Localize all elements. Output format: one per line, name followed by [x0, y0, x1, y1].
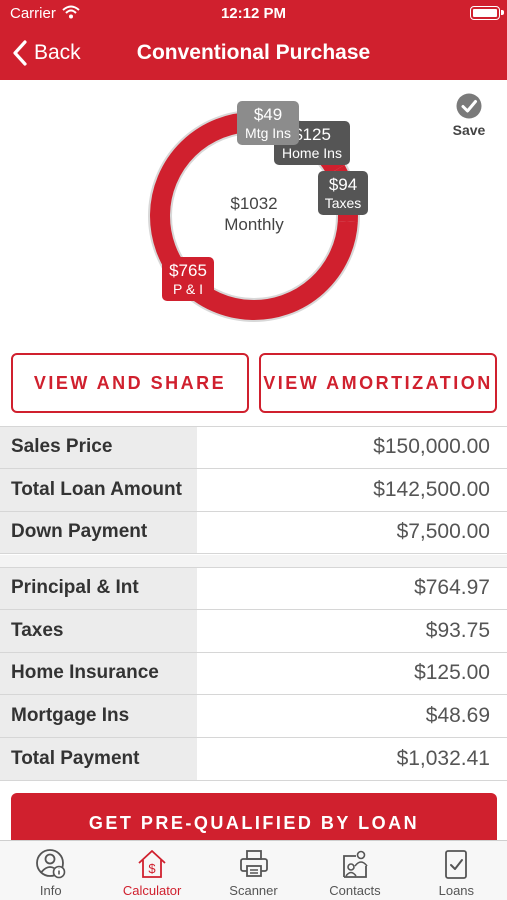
row-value[interactable]: $48.69 [197, 695, 507, 738]
tab-scanner[interactable]: Scanner [203, 841, 304, 900]
table-row: Home Insurance $125.00 [0, 652, 507, 696]
tooltip-taxes-value: $94 [328, 175, 358, 194]
tab-label: Loans [438, 883, 475, 898]
row-value[interactable]: $93.75 [197, 609, 507, 652]
view-amortization-button[interactable]: VIEW AMORTIZATION [259, 353, 497, 413]
row-label: Total Payment [0, 738, 197, 780]
row-label: Principal & Int [0, 568, 197, 609]
tab-label: Contacts [329, 883, 381, 898]
view-and-share-button[interactable]: VIEW AND SHARE [11, 353, 249, 413]
loan-summary-table: Sales Price $150,000.00 Total Loan Amoun… [0, 426, 507, 555]
page-title: Conventional Purchase [136, 41, 371, 64]
save-button[interactable]: Save [448, 92, 490, 138]
tab-info[interactable]: Info [0, 841, 101, 900]
tooltip-pi-value: $765 [169, 261, 207, 280]
tooltip-home-ins-value: $125 [293, 125, 331, 144]
row-label: Down Payment [0, 511, 197, 554]
chart-center-label: Monthly [224, 215, 284, 234]
row-label: Taxes [0, 609, 197, 652]
tooltip-principal-interest: $765 P & I [162, 257, 214, 301]
row-label: Home Insurance [0, 652, 197, 695]
chart-center-amount: $1032 [230, 194, 278, 213]
back-label: Back [34, 41, 81, 64]
battery-icon [470, 6, 504, 20]
back-button[interactable]: Back [12, 36, 81, 70]
tooltip-home-ins-label: Home Ins [282, 144, 342, 161]
row-value[interactable]: $150,000.00 [197, 427, 507, 468]
table-row: Total Payment $1,032.41 [0, 738, 507, 781]
tooltip-mtg-ins-label: Mtg Ins [245, 124, 291, 141]
tab-loans[interactable]: Loans [406, 841, 507, 900]
tab-label: Scanner [229, 883, 278, 898]
row-label: Total Loan Amount [0, 468, 197, 511]
section-divider [0, 555, 507, 567]
tooltip-mtg-ins-value: $49 [253, 105, 283, 124]
save-label: Save [452, 122, 486, 138]
tab-label: Calculator [122, 883, 182, 898]
tab-bar: Info $ Calculator Scanner Contacts [0, 840, 507, 900]
row-value: $764.97 [197, 568, 507, 609]
carrier-label: Carrier [10, 5, 56, 22]
tab-contacts[interactable]: Contacts [304, 841, 405, 900]
printer-icon [239, 850, 268, 877]
status-bar: Carrier 12:12 PM [0, 0, 507, 28]
checkmark-circle-icon [456, 93, 482, 119]
tooltip-taxes-label: Taxes [324, 194, 362, 211]
table-row: Mortgage Ins $48.69 [0, 695, 507, 739]
status-time: 12:12 PM [220, 5, 287, 22]
tab-label: Info [39, 883, 62, 898]
payment-breakdown-table: Principal & Int $764.97 Taxes $93.75 Hom… [0, 567, 507, 781]
table-row: Total Loan Amount $142,500.00 [0, 468, 507, 512]
table-row: Down Payment $7,500.00 [0, 511, 507, 555]
row-value: $1,032.41 [197, 738, 507, 780]
tooltip-pi-label: P & I [172, 280, 204, 297]
row-value[interactable]: $7,500.00 [197, 511, 507, 554]
contacts-icon [343, 850, 368, 878]
back-chevron-icon [13, 40, 27, 66]
house-dollar-icon: $ [138, 850, 166, 878]
tooltip-taxes: $94 Taxes [318, 171, 368, 215]
svg-text:$: $ [148, 861, 156, 876]
table-row: Sales Price $150,000.00 [0, 426, 507, 469]
row-label: Mortgage Ins [0, 695, 197, 738]
row-value[interactable]: $125.00 [197, 652, 507, 695]
wifi-icon [62, 5, 80, 19]
row-value[interactable]: $142,500.00 [197, 468, 507, 511]
nav-header: Carrier 12:12 PM Back Conventional Purch… [0, 0, 507, 80]
table-row: Taxes $93.75 [0, 609, 507, 653]
tooltip-mtg-ins: $49 Mtg Ins [237, 101, 299, 145]
clipboard-check-icon [445, 850, 468, 879]
row-label: Sales Price [0, 427, 197, 468]
table-row: Principal & Int $764.97 [0, 567, 507, 610]
info-person-icon [35, 849, 66, 879]
tab-calculator[interactable]: $ Calculator [101, 841, 202, 900]
